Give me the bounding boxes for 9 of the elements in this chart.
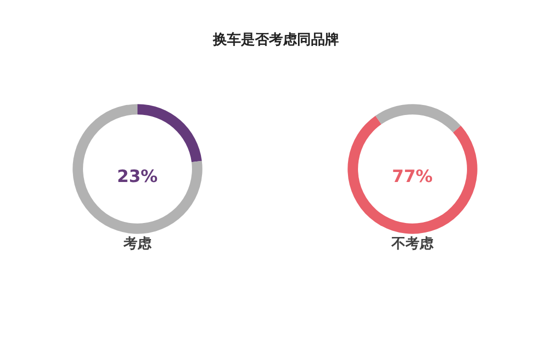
text: 23% <box>117 167 158 187</box>
text: 考虑 <box>122 236 152 252</box>
text: 不考虑 <box>390 236 434 252</box>
donut-slice <box>375 104 461 133</box>
text: 77% <box>392 167 433 187</box>
text: 换车是否考虑同品牌 <box>212 31 339 48</box>
donut-slice <box>72 104 202 234</box>
donut-slice <box>138 104 202 162</box>
donut-slice <box>348 116 478 234</box>
